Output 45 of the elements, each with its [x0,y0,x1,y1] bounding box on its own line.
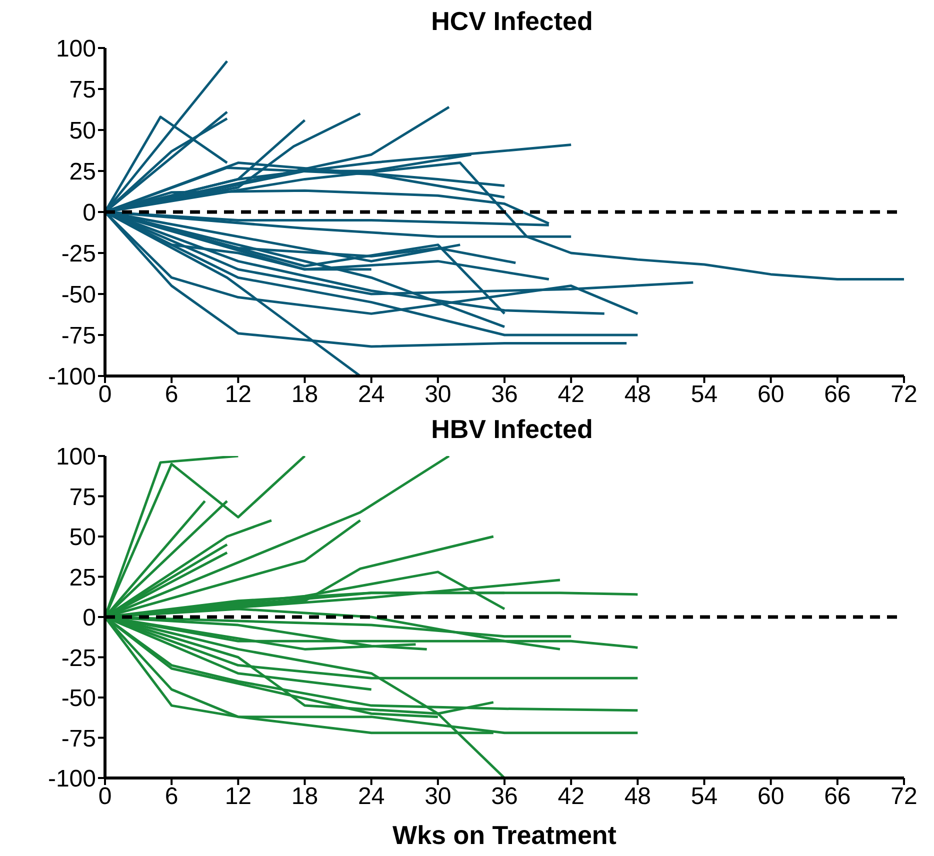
x-tick-label: 48 [624,783,652,810]
x-tick-label: 18 [291,381,318,408]
x-tick-label: 36 [491,381,518,408]
x-tick-label: 72 [890,381,918,408]
y-tick-label: -100 [48,766,96,793]
x-tick-label: 54 [690,381,718,408]
y-tick-label: 50 [69,524,96,552]
x-tick-label: 36 [491,783,518,810]
x-tick-label: 6 [164,783,178,810]
x-tick-label: 42 [558,381,584,408]
x-tick-label: 6 [164,381,178,408]
x-tick-label: 60 [757,381,784,408]
x-tick-label: 30 [424,381,452,408]
x-tick-label: 24 [358,783,385,810]
x-tick-label: 18 [291,783,318,810]
y-tick-label: 75 [69,76,96,104]
y-tick-label: -25 [61,644,96,672]
x-tick-label: 66 [824,783,851,810]
x-tick-label: 66 [824,381,851,408]
chart-title: HBV Infected [430,414,594,444]
y-tick-label: 100 [56,36,96,63]
y-tick-label: 0 [82,200,96,227]
y-tick-label: 25 [69,564,96,592]
x-tick-label: 12 [224,381,252,408]
x-tick-label: 12 [224,783,252,810]
x-tick-label: 72 [890,783,918,810]
x-tick-label: 60 [757,783,784,810]
x-tick-label: 30 [424,783,452,810]
x-tick-label: 24 [358,381,385,408]
y-tick-label: -50 [61,282,96,309]
y-tick-label: 25 [69,158,96,186]
x-tick-label: 48 [624,381,652,408]
y-tick-label: -25 [61,240,96,268]
y-tick-label: -100 [48,364,96,391]
chart-title: HCV Infected [430,6,594,36]
y-tick-label: 0 [82,604,96,632]
y-tick-label: -75 [61,322,96,350]
x-axis-title: Wks on Treatment [392,820,617,850]
x-tick-label: 42 [558,783,584,810]
y-tick-label: -50 [61,685,96,712]
y-tick-label: 75 [69,484,96,511]
y-tick-label: 100 [56,444,96,471]
x-tick-label: 54 [690,783,718,810]
y-tick-label: 50 [69,118,96,145]
y-tick-label: -75 [61,725,96,752]
